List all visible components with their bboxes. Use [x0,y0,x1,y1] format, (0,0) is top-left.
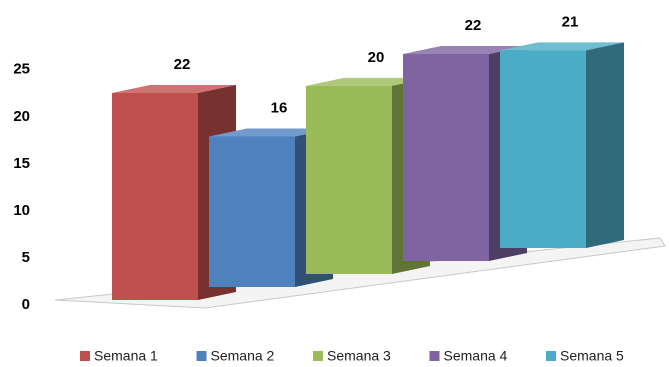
bar [112,93,198,300]
legend-swatch [429,351,440,361]
y-tick-label: 15 [13,155,30,172]
bar-top [500,42,624,51]
legend-swatch [196,351,207,361]
legend-swatch [546,351,556,361]
y-tick-label: 25 [13,61,30,78]
legend-label: Semana 3 [327,348,391,364]
bar-top [209,128,333,137]
legend-label: Semana 5 [560,348,624,364]
value-label: 16 [271,99,288,116]
legend-label: Semana 1 [94,348,158,364]
bar [306,85,392,275]
value-label: 21 [562,13,579,30]
y-tick-label: 0 [22,296,30,313]
legend-label: Semana 2 [211,348,275,364]
bar-top [112,85,236,93]
y-tick-label: 20 [13,108,30,125]
bar [209,136,295,287]
value-label: 22 [174,56,191,73]
bar-top [403,46,527,54]
bar [500,50,586,249]
legend-swatch [80,351,90,361]
bar-side [586,42,624,249]
value-label: 20 [368,49,385,66]
legend-swatch [313,351,323,361]
bar [403,54,489,261]
legend-label: Semana 4 [444,348,508,364]
bar-top [306,77,430,86]
y-tick-label: 10 [13,202,30,219]
value-label: 22 [465,17,482,34]
y-tick-label: 5 [22,249,30,266]
